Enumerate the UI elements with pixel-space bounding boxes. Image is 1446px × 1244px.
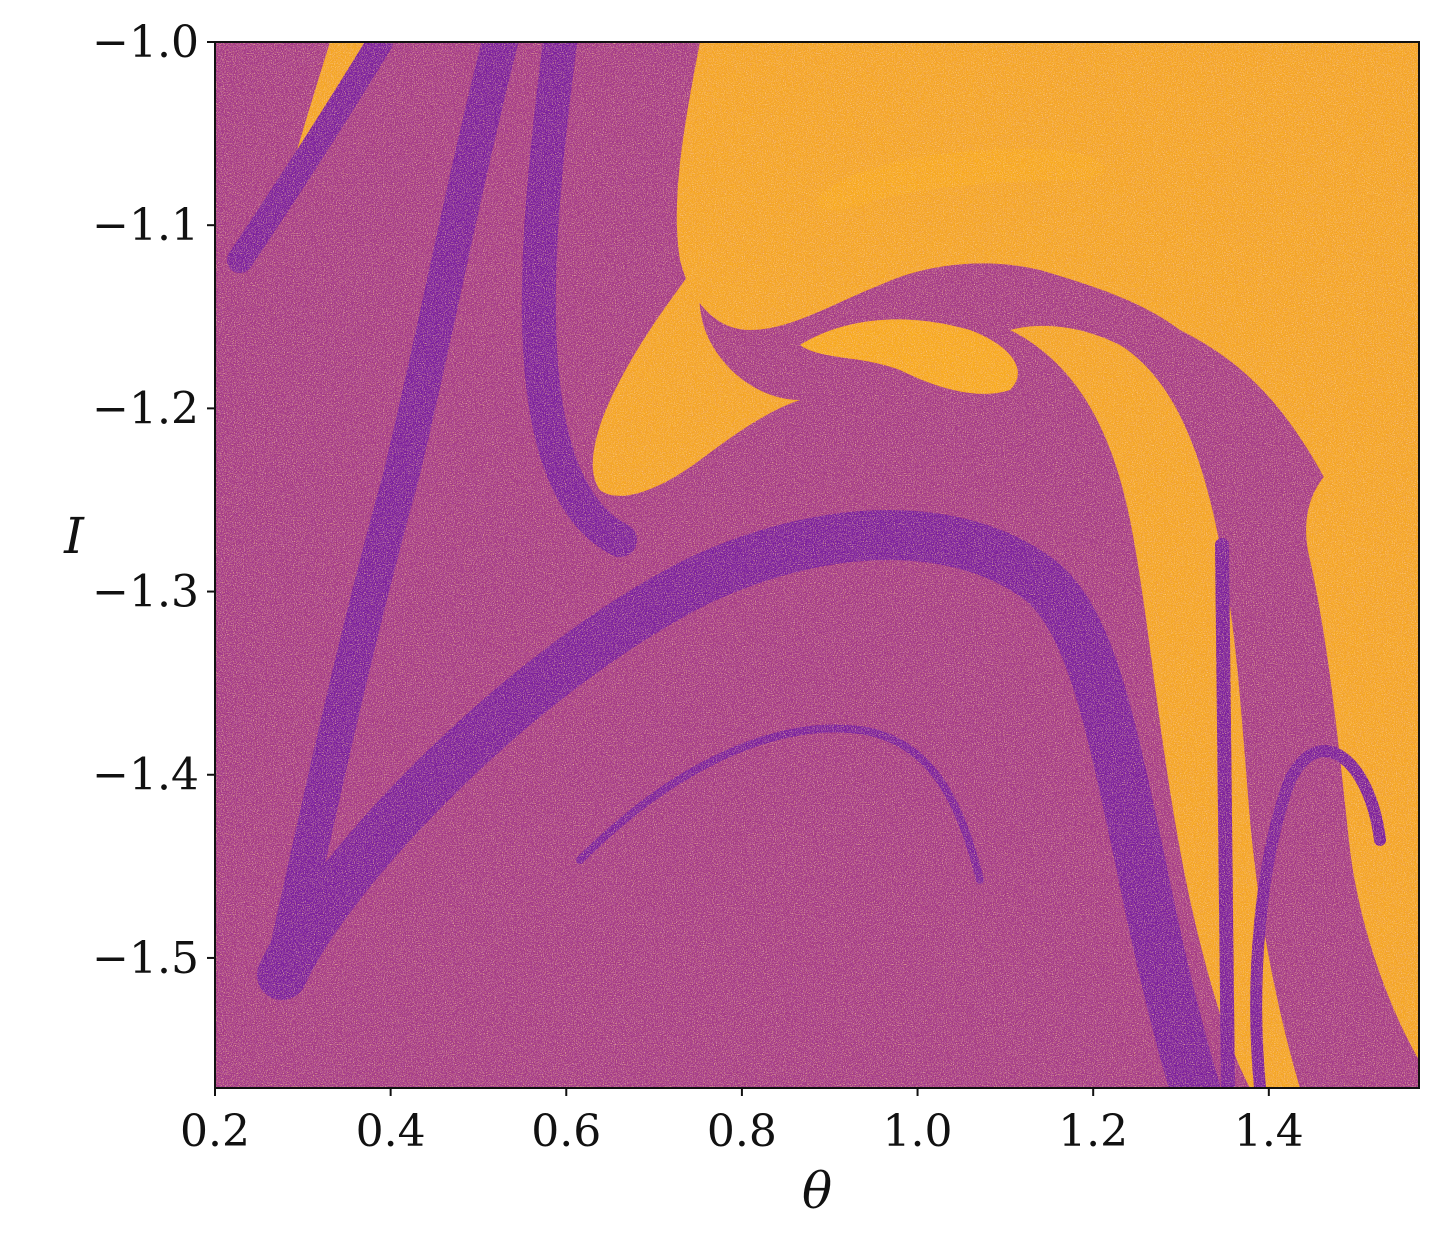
y-tick-label: −1.1 <box>92 200 199 251</box>
x-tick-label: 0.4 <box>356 1106 426 1157</box>
x-tick-label: 0.2 <box>180 1106 250 1157</box>
speckle-purple <box>215 42 1419 1088</box>
y-axis-label: I <box>63 507 85 565</box>
x-axis-label: θ <box>802 1162 832 1220</box>
y-tick-label: −1.5 <box>92 933 199 984</box>
x-tick-label: 0.6 <box>531 1106 601 1157</box>
y-tick-label: −1.0 <box>92 17 199 68</box>
x-axis-ticks: 0.2 0.4 0.6 0.8 1.0 1.2 1.4 <box>180 1088 1304 1157</box>
y-tick-label: −1.2 <box>92 383 199 434</box>
y-tick-label: −1.3 <box>92 567 199 618</box>
y-axis-ticks: −1.0 −1.1 −1.2 −1.3 −1.4 −1.5 <box>92 17 215 984</box>
x-tick-label: 0.8 <box>707 1106 777 1157</box>
heatmap-image <box>215 42 1419 1088</box>
y-tick-label: −1.4 <box>92 750 199 801</box>
x-tick-label: 1.4 <box>1234 1106 1304 1157</box>
axes-frame <box>214 41 1420 1089</box>
x-tick-label: 1.0 <box>883 1106 953 1157</box>
x-tick-label: 1.2 <box>1058 1106 1128 1157</box>
